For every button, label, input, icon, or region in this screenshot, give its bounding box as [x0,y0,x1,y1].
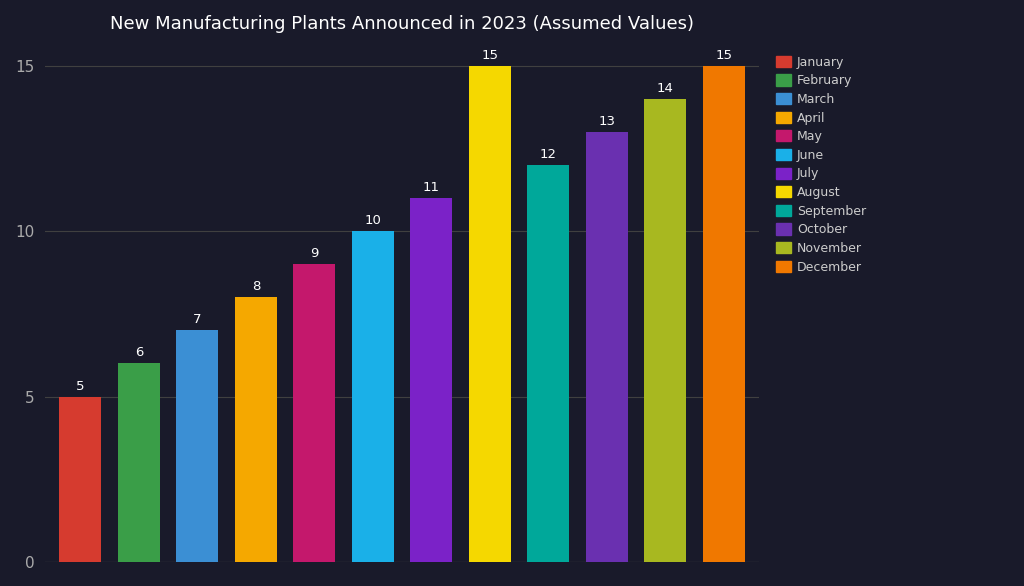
Bar [234,297,276,562]
Bar [352,231,394,562]
Bar [293,264,336,562]
Text: 10: 10 [365,214,381,227]
Bar [469,66,511,562]
Bar [176,331,218,562]
Bar [586,132,628,562]
Title: New Manufacturing Plants Announced in 2023 (Assumed Values): New Manufacturing Plants Announced in 20… [110,15,694,33]
Bar [59,397,101,562]
Bar [644,98,686,562]
Text: 5: 5 [76,380,85,393]
Text: 13: 13 [598,115,615,128]
Legend: January, February, March, April, May, June, July, August, September, October, No: January, February, March, April, May, Ju… [772,52,870,277]
Bar [118,363,160,562]
Text: 9: 9 [310,247,318,260]
Text: 7: 7 [194,314,202,326]
Text: 6: 6 [135,346,143,359]
Bar [411,198,453,562]
Bar [527,165,569,562]
Text: 11: 11 [423,181,439,194]
Bar [702,66,744,562]
Text: 8: 8 [252,280,260,293]
Text: 12: 12 [540,148,557,161]
Text: 15: 15 [481,49,499,62]
Text: 15: 15 [715,49,732,62]
Text: 14: 14 [656,81,674,95]
